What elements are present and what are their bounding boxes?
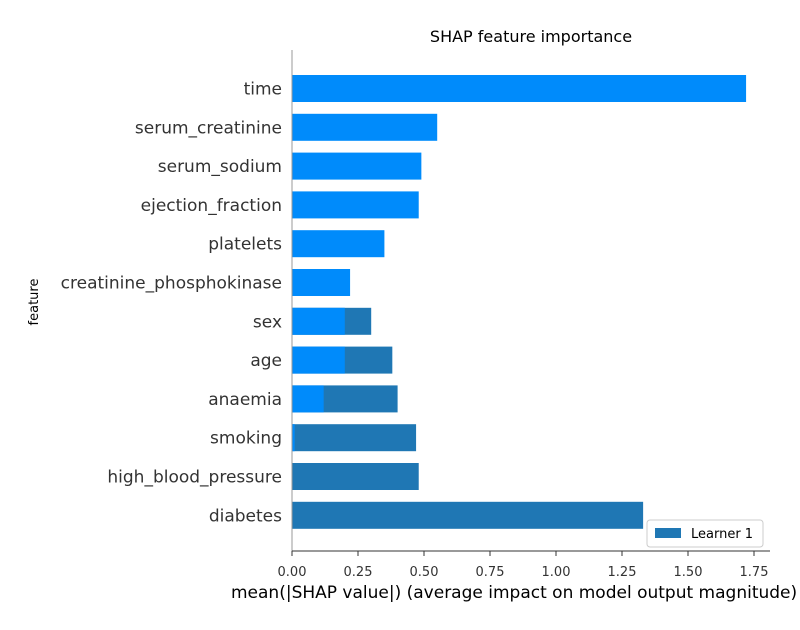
bar-sex-series-2 [292, 307, 345, 335]
bar-serum-sodium-series-2 [292, 152, 422, 180]
x-tick-label: 1.25 [608, 565, 637, 580]
legend-label-learner-1: Learner 1 [691, 527, 753, 542]
feature-label-serum-sodium: serum_sodium [158, 157, 282, 177]
feature-label-anaemia: anaemia [208, 390, 282, 410]
feature-label-platelets: platelets [208, 235, 282, 255]
legend-box [646, 519, 764, 548]
bar-smoking-series-2 [292, 424, 295, 452]
x-tick-label: 1.00 [542, 565, 571, 580]
x-tick-label: 0.25 [344, 565, 373, 580]
legend: Learner 1 [646, 519, 764, 548]
bar-serum-creatinine-series-2 [292, 113, 438, 141]
y-axis-label: feature [27, 279, 42, 326]
x-tick-label: 0.50 [410, 565, 439, 580]
x-tick-label: 0.75 [476, 565, 505, 580]
bar-ejection-fraction-series-2 [292, 191, 419, 219]
bar-platelets-series-2 [292, 230, 385, 258]
feature-label-sex: sex [253, 312, 282, 332]
bar-high-blood-pressure-series-1 [292, 463, 419, 490]
x-tick-label: 0.00 [278, 565, 307, 580]
feature-label-age: age [250, 351, 282, 371]
feature-label-serum-creatinine: serum_creatinine [135, 118, 282, 138]
feature-label-smoking: smoking [210, 429, 282, 449]
x-axis-label: mean(|SHAP value|) (average impact on mo… [231, 583, 797, 603]
bar-smoking-series-1 [292, 424, 417, 452]
feature-label-high-blood-pressure: high_blood_pressure [107, 468, 282, 488]
bar-anaemia-series-2 [292, 385, 324, 413]
bar-time-series-2 [292, 75, 747, 102]
feature-label-creatinine-phosphokinase: creatinine_phosphokinase [61, 274, 282, 294]
feature-label-ejection-fraction: ejection_fraction [141, 196, 282, 216]
x-tick-label: 1.50 [674, 565, 703, 580]
bar-diabetes-series-1 [292, 501, 644, 529]
x-ticks: 0.00 0.25 0.50 0.75 1.00 1.25 1.50 1.75 [278, 551, 769, 580]
chart-title: SHAP feature importance [430, 27, 632, 46]
bar-age-series-2 [292, 346, 345, 374]
bar-creatinine-phosphokinase-series-2 [292, 269, 351, 296]
bars-layer [292, 75, 747, 529]
legend-swatch [655, 528, 681, 538]
feature-labels: time serum_creatinine serum_sodium ejection… [61, 80, 282, 527]
feature-label-diabetes: diabetes [209, 506, 282, 526]
feature-label-time: time [244, 80, 282, 100]
x-tick-label: 1.75 [740, 565, 769, 580]
